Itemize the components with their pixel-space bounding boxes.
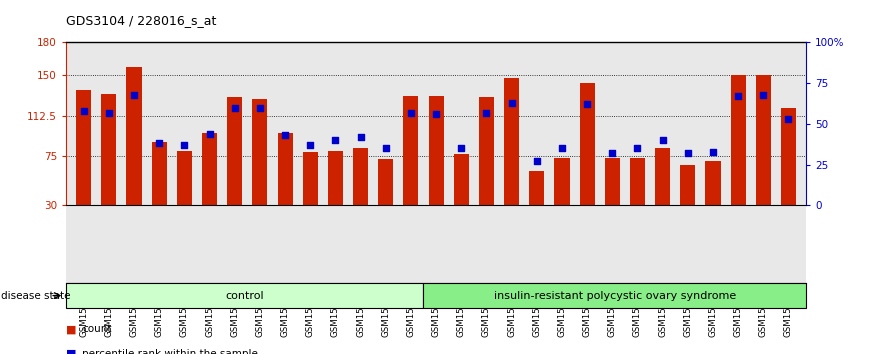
Bar [604, 158, 620, 205]
Bar [730, 75, 745, 205]
Bar [529, 171, 544, 205]
Bar [479, 97, 494, 205]
Point [353, 134, 367, 140]
Text: percentile rank within the sample: percentile rank within the sample [82, 349, 258, 354]
Point [379, 145, 393, 151]
Bar [66, 283, 424, 308]
Text: ■: ■ [66, 349, 77, 354]
Point [605, 150, 619, 156]
Point [580, 102, 594, 107]
Bar [127, 68, 142, 205]
Point [655, 137, 670, 143]
Point [756, 92, 770, 97]
Bar [756, 75, 771, 205]
Point [77, 108, 91, 114]
Bar [630, 158, 645, 205]
Point [127, 92, 141, 97]
Point [455, 145, 469, 151]
Point [631, 145, 645, 151]
Bar [152, 142, 167, 205]
Text: GDS3104 / 228016_s_at: GDS3104 / 228016_s_at [66, 14, 217, 27]
Point [429, 111, 443, 117]
Bar [424, 283, 806, 308]
Point [152, 141, 167, 146]
Point [102, 110, 116, 115]
Point [681, 150, 695, 156]
Point [227, 105, 241, 110]
Bar [278, 133, 292, 205]
Bar [706, 161, 721, 205]
Bar [202, 133, 217, 205]
Point [303, 142, 317, 148]
Bar [403, 96, 418, 205]
Text: control: control [226, 291, 264, 301]
Text: ■: ■ [66, 324, 77, 334]
Bar [227, 97, 242, 205]
Text: disease state: disease state [1, 291, 70, 301]
Point [555, 145, 569, 151]
Text: count: count [82, 324, 111, 334]
Text: insulin-resistant polycystic ovary syndrome: insulin-resistant polycystic ovary syndr… [493, 291, 736, 301]
Bar [177, 151, 192, 205]
Bar [378, 159, 393, 205]
Point [706, 149, 720, 154]
Point [177, 142, 191, 148]
Bar [428, 96, 444, 205]
Bar [101, 93, 116, 205]
Point [479, 110, 493, 115]
Bar [504, 78, 519, 205]
Point [505, 100, 519, 105]
Bar [328, 151, 343, 205]
Bar [655, 148, 670, 205]
Point [203, 131, 217, 137]
Bar [76, 90, 92, 205]
Bar [680, 165, 695, 205]
Point [253, 105, 267, 110]
Bar [580, 82, 595, 205]
Point [731, 93, 745, 99]
Bar [252, 99, 268, 205]
Point [329, 137, 343, 143]
Point [403, 110, 418, 115]
Bar [781, 108, 796, 205]
Bar [454, 154, 469, 205]
Point [529, 159, 544, 164]
Bar [353, 148, 368, 205]
Point [781, 116, 796, 122]
Bar [303, 152, 318, 205]
Point [278, 132, 292, 138]
Bar [554, 158, 569, 205]
